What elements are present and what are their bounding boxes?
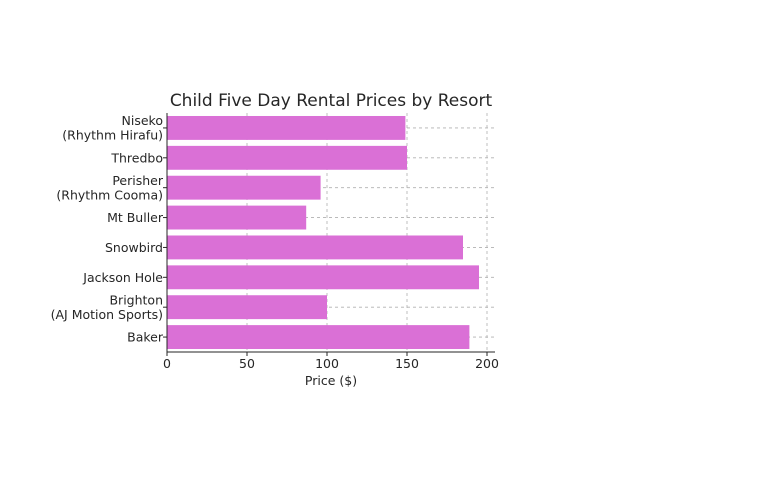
y-tick-label-line: Mt Buller bbox=[107, 210, 164, 225]
y-tick-label-line: Jackson Hole bbox=[82, 270, 163, 285]
bar bbox=[167, 205, 307, 230]
bar bbox=[167, 175, 321, 200]
y-tick-label: Jackson Hole bbox=[82, 270, 163, 285]
y-tick-label-line: Niseko bbox=[122, 113, 163, 128]
bar bbox=[167, 115, 406, 140]
y-tick-label: Brighton (AJ Motion Sports) bbox=[51, 292, 163, 322]
y-tick-label-line: Brighton bbox=[109, 292, 163, 307]
y-tick-label-line: Snowbird bbox=[105, 240, 163, 255]
y-tick-label-line: Baker bbox=[127, 330, 164, 345]
y-tick-label: Niseko (Rhythm Hirafu) bbox=[62, 113, 163, 143]
x-tick-label: 100 bbox=[315, 356, 339, 371]
x-tick-label: 200 bbox=[475, 356, 499, 371]
bars bbox=[167, 115, 479, 350]
y-tick-label-line: (AJ Motion Sports) bbox=[51, 307, 163, 322]
axes bbox=[166, 113, 495, 353]
y-tick-label-line: Thredbo bbox=[110, 150, 163, 165]
y-tick-label-line: Perisher bbox=[112, 173, 164, 188]
y-tick-label-line: (Rhythm Cooma) bbox=[56, 187, 163, 202]
x-tick-label: 150 bbox=[395, 356, 419, 371]
x-axis-ticks: 0 50 100 150 200 bbox=[163, 352, 499, 371]
chart-title: Child Five Day Rental Prices by Resort bbox=[170, 91, 493, 111]
x-tick-label: 50 bbox=[239, 356, 255, 371]
y-tick-label: Perisher (Rhythm Cooma) bbox=[56, 173, 163, 203]
x-tick-label: 0 bbox=[163, 356, 171, 371]
x-axis-label: Price ($) bbox=[305, 373, 357, 388]
bar bbox=[167, 325, 470, 350]
y-tick-label: Baker bbox=[127, 330, 164, 345]
bar bbox=[167, 265, 479, 290]
bar bbox=[167, 145, 407, 170]
y-tick-label-line: (Rhythm Hirafu) bbox=[62, 128, 163, 143]
bar bbox=[167, 295, 327, 320]
y-tick-label: Snowbird bbox=[105, 240, 163, 255]
y-tick-label: Mt Buller bbox=[107, 210, 164, 225]
y-tick-label: Thredbo bbox=[110, 150, 163, 165]
bar bbox=[167, 235, 463, 260]
